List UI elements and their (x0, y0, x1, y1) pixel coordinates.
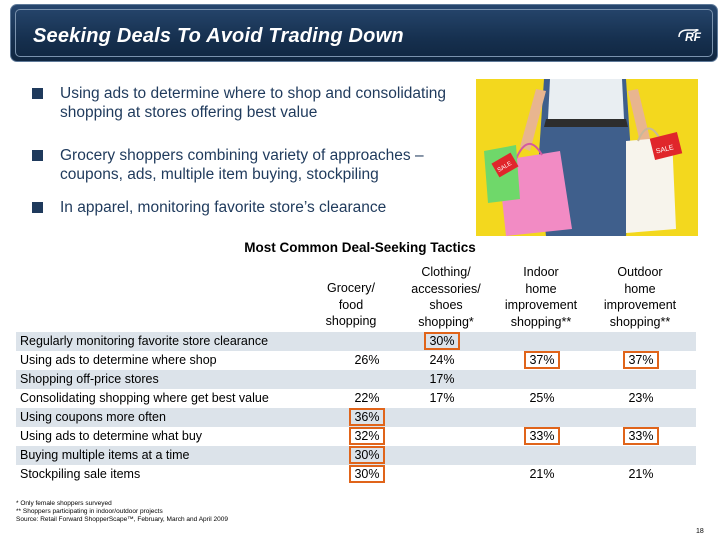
sale-tag-text: SALE (655, 144, 674, 155)
logo-text: RF (685, 30, 701, 44)
cell-grocery: 32% (332, 427, 402, 445)
shopper-illustration: SALE SALE (476, 79, 698, 236)
column-header-indoor: Indoor home improvement shopping** (496, 264, 586, 330)
table-row: Regularly monitoring favorite store clea… (16, 332, 696, 351)
source-note: Source: Retail Forward ShopperScape™, Fe… (16, 516, 228, 523)
cell-indoor: 25% (529, 391, 555, 405)
highlighted-value: 37% (623, 351, 659, 369)
highlighted-value: 30% (349, 465, 385, 483)
column-header-line: Grocery/ (327, 281, 375, 295)
row-label: Stockpiling sale items (20, 467, 141, 481)
column-header-line: shopping** (510, 314, 572, 329)
column-header-line: shopping (325, 314, 377, 328)
column-header-line: improvement (504, 298, 578, 312)
cell-clothing: 30% (407, 332, 477, 350)
row-label: Using coupons more often (20, 410, 166, 424)
title-bar-frame (15, 9, 713, 57)
cell-indoor: 33% (507, 427, 577, 445)
row-label: Using ads to determine where shop (20, 353, 217, 367)
column-header-line: food (338, 297, 364, 312)
column-header-line: shopping** (609, 314, 671, 329)
cell-clothing: 17% (429, 372, 455, 386)
column-header-line: home (624, 281, 656, 296)
row-label: Using ads to determine what buy (20, 429, 203, 443)
cell-outdoor: 21% (628, 467, 654, 481)
table-row: Using ads to determine what buy 32% 33% … (16, 427, 696, 446)
slide-title: Seeking Deals To Avoid Trading Down (33, 25, 404, 47)
cell-grocery: 30% (332, 465, 402, 483)
cell-grocery: 30% (332, 446, 402, 464)
highlighted-value: 30% (424, 332, 460, 350)
column-header-line: shoes (429, 298, 463, 312)
cell-outdoor: 37% (606, 351, 676, 369)
row-label: Shopping off-price stores (20, 372, 159, 386)
highlighted-value: 30% (349, 446, 385, 464)
table-title: Most Common Deal-Seeking Tactics (244, 240, 476, 255)
table-row: Using coupons more often 36% (16, 408, 696, 427)
table-row: Stockpiling sale items 30% 21% 21% (16, 465, 696, 484)
cell-clothing: 24% (429, 353, 455, 367)
bullet-list: Using ads to determine where to shop and… (32, 84, 482, 241)
highlighted-value: 33% (623, 427, 659, 445)
table-row: Shopping off-price stores 17% (16, 370, 696, 389)
bullet-item: Grocery shoppers combining variety of ap… (32, 146, 482, 184)
column-header-outdoor: Outdoor home improvement shopping** (590, 264, 690, 330)
bullet-item: Using ads to determine where to shop and… (32, 84, 482, 122)
retail-forward-logo-icon (678, 29, 699, 38)
table-row: Buying multiple items at a time 30% (16, 446, 696, 465)
bullet-item: In apparel, monitoring favorite store’s … (32, 198, 482, 217)
cell-clothing: 17% (429, 391, 455, 405)
column-header-line: Indoor (523, 265, 559, 279)
cell-indoor: 37% (507, 351, 577, 369)
row-label: Buying multiple items at a time (20, 448, 190, 462)
page-number: 18 (696, 528, 704, 535)
cell-outdoor: 23% (628, 391, 654, 405)
highlighted-value: 36% (349, 408, 385, 426)
highlighted-value: 37% (524, 351, 560, 369)
cell-grocery: 26% (354, 353, 380, 367)
column-header-line: Outdoor (617, 265, 663, 279)
footnote: ** Shoppers participating in indoor/outd… (16, 508, 163, 515)
footnote: * Only female shoppers surveyed (16, 500, 112, 507)
cell-grocery: 22% (354, 391, 380, 405)
row-label: Regularly monitoring favorite store clea… (20, 334, 269, 348)
column-header-grocery: Grocery/ food shopping (316, 280, 386, 330)
column-header-line: accessories/ (411, 281, 481, 296)
shopper-photo: SALE SALE (476, 79, 698, 236)
cell-grocery: 36% (332, 408, 402, 426)
column-header-line: improvement (603, 298, 677, 312)
cell-outdoor: 33% (606, 427, 676, 445)
table-row: Consolidating shopping where get best va… (16, 389, 696, 408)
column-header-line: shopping* (418, 314, 474, 329)
column-header-clothing: Clothing/ accessories/ shoes shopping* (396, 264, 496, 330)
highlighted-value: 32% (349, 427, 385, 445)
cell-indoor: 21% (529, 467, 555, 481)
highlighted-value: 33% (524, 427, 560, 445)
column-header-line: home (525, 281, 557, 296)
row-label: Consolidating shopping where get best va… (20, 391, 269, 405)
title-bar: Seeking Deals To Avoid Trading Down RF (10, 4, 718, 62)
footnotes: * Only female shoppers surveyed ** Shopp… (16, 500, 228, 524)
table-row: Using ads to determine where shop 26% 24… (16, 351, 696, 370)
column-header-line: Clothing/ (421, 265, 471, 279)
